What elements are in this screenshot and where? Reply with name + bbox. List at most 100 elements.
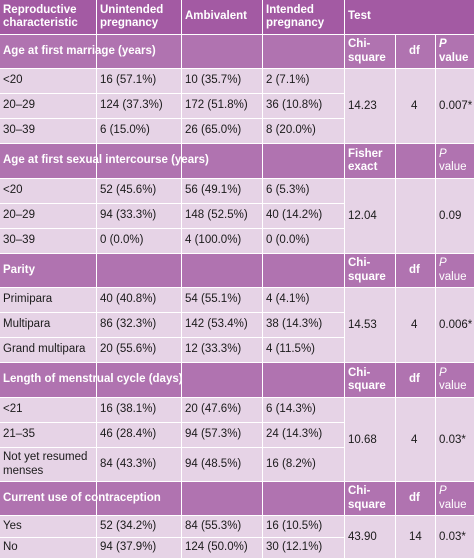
header-characteristic-line1: Reproductive — [3, 3, 77, 16]
table-row: Primipara 40 (40.8%) 54 (55.1%) 4 (4.1%) — [0, 288, 474, 312]
test-statistic: 14.53 — [348, 319, 377, 331]
p-value: 0.03* — [439, 433, 466, 446]
p-value: 0.03* — [439, 531, 466, 543]
header-test: Test — [345, 0, 474, 34]
row-divider — [0, 362, 474, 363]
cell-intended: 30 (12.1%) — [266, 541, 323, 554]
test-name-line2: square — [348, 51, 386, 64]
row-label: Yes — [3, 519, 22, 532]
cell-intended: 6 (14.3%) — [266, 403, 316, 416]
row-divider — [0, 515, 474, 516]
section-header: Length of menstrual cycle (days) Chi- sq… — [0, 363, 474, 397]
row-divider — [0, 312, 345, 313]
p-label-line1: P — [439, 257, 447, 270]
row-label: Primipara — [3, 293, 53, 306]
section-title: Current use of contraception — [3, 491, 161, 504]
section-title: Length of menstrual cycle (days) — [3, 373, 183, 386]
table-row: <21 16 (38.1%) 20 (47.6%) 6 (14.3%) — [0, 398, 474, 422]
cell-intended: 6 (5.3%) — [266, 184, 310, 197]
test-name-line1: Chi- — [348, 38, 371, 51]
row-label: 30–39 — [3, 234, 35, 247]
column-divider — [96, 0, 97, 558]
column-divider — [262, 0, 263, 558]
test-statistic: 43.90 — [348, 531, 377, 543]
test-name: Fisher exact — [345, 144, 395, 178]
row-label: 21–35 — [3, 428, 35, 441]
p-label: P value — [436, 363, 474, 397]
df-label: df — [409, 491, 420, 504]
table-row: 30–39 6 (15.0%) 26 (65.0%) 8 (20.0%) — [0, 119, 474, 143]
test-name: Chi- square — [345, 482, 395, 515]
table-header: Reproductive characteristic Unintended p… — [0, 0, 474, 34]
header-characteristic-line2: characteristic — [3, 17, 78, 29]
cell-unintended: 16 (57.1%) — [100, 74, 157, 87]
row-divider — [0, 118, 345, 119]
test-name-line1: Fisher — [348, 147, 383, 160]
df-value: 14 — [409, 531, 422, 543]
p-label-line2: value — [439, 270, 467, 283]
row-divider — [0, 287, 474, 288]
row-label: 30–39 — [3, 124, 35, 137]
table-row: Grand multipara 20 (55.6%) 12 (33.3%) 4 … — [0, 338, 474, 362]
table-row: 20–29 94 (33.3%) 148 (52.5%) 40 (14.2%) — [0, 204, 474, 228]
p-label-line1: P — [439, 366, 447, 379]
header-test-label: Test — [348, 10, 371, 23]
test-name: Chi- square — [345, 254, 395, 287]
row-divider — [0, 178, 474, 179]
test-statistic: 12.04 — [348, 210, 377, 222]
section-header: Age at first sexual intercourse (years) … — [0, 144, 474, 178]
row-divider — [0, 481, 474, 482]
header-unintended: Unintended pregnancy — [97, 0, 182, 34]
table-row: Multipara 86 (32.3%) 142 (53.4%) 38 (14.… — [0, 313, 474, 337]
header-intended: Intended pregnancy — [263, 0, 345, 34]
table-row: Yes 52 (34.2%) 84 (55.3%) 16 (10.5%) — [0, 516, 474, 537]
cell-ambivalent: 124 (50.0%) — [185, 541, 248, 554]
test-name-line2: exact — [348, 161, 378, 173]
cell-ambivalent: 54 (55.1%) — [185, 293, 242, 306]
cell-ambivalent: 4 (100.0%) — [185, 234, 242, 247]
row-label-line1: Not yet resumed — [3, 451, 88, 464]
cell-ambivalent: 84 (55.3%) — [185, 519, 242, 532]
row-label: 20–29 — [3, 209, 35, 222]
header-unintended-line2: pregnancy — [100, 17, 159, 29]
header-ambivalent-label: Ambivalent — [185, 10, 247, 23]
df-label: df — [409, 263, 420, 276]
table-row: 20–29 124 (37.3%) 172 (51.8%) 36 (10.8%) — [0, 94, 474, 118]
test-statistic: 10.68 — [348, 433, 377, 446]
row-divider — [0, 537, 345, 538]
column-divider — [395, 35, 396, 558]
row-divider — [0, 34, 474, 35]
row-label: <20 — [3, 184, 23, 197]
test-name: Chi- square — [345, 363, 395, 397]
column-divider — [435, 35, 436, 558]
p-label-line1: P — [439, 38, 447, 51]
p-label: P value — [436, 482, 474, 515]
header-intended-line2: pregnancy — [266, 17, 325, 29]
row-divider — [0, 447, 345, 448]
cell-unintended: 0 (0.0%) — [100, 234, 144, 247]
cell-intended: 2 (7.1%) — [266, 74, 310, 87]
cell-ambivalent: 20 (47.6%) — [185, 403, 242, 416]
column-divider — [181, 0, 182, 558]
row-label-line2: menses — [3, 464, 44, 477]
row-label: 20–29 — [3, 99, 35, 112]
row-label: Grand multipara — [3, 343, 86, 356]
column-divider — [344, 0, 345, 558]
cell-ambivalent: 94 (48.5%) — [185, 457, 242, 470]
cell-unintended: 52 (34.2%) — [100, 519, 157, 532]
row-divider — [0, 203, 345, 204]
header-unintended-line1: Unintended — [100, 3, 164, 16]
table-row: No 94 (37.9%) 124 (50.0%) 30 (12.1%) — [0, 538, 474, 558]
cell-ambivalent: 142 (53.4%) — [185, 318, 248, 331]
test-name-line1: Chi- — [348, 485, 371, 498]
row-label: <20 — [3, 74, 23, 87]
section-title: Age at first marriage (years) — [3, 44, 156, 57]
row-divider — [0, 422, 345, 423]
cell-intended: 38 (14.3%) — [266, 318, 323, 331]
cell-ambivalent: 172 (51.8%) — [185, 99, 248, 112]
cell-ambivalent: 26 (65.0%) — [185, 124, 242, 137]
row-divider — [0, 337, 345, 338]
cell-intended: 0 (0.0%) — [266, 234, 310, 247]
p-label-line1: P — [439, 147, 447, 160]
cell-unintended: 124 (37.3%) — [100, 99, 163, 112]
